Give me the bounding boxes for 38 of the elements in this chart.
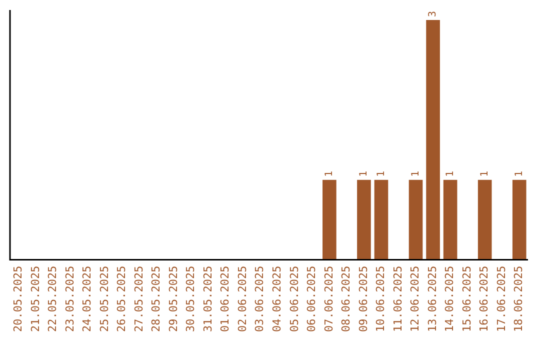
x-tick-label: 03.06.2025: [253, 266, 266, 332]
x-tick-label: 13.06.2025: [426, 266, 439, 332]
x-tick-label: 17.06.2025: [494, 266, 508, 332]
x-tick-label: 08.06.2025: [340, 266, 353, 332]
x-tick-label: 22.05.2025: [46, 266, 60, 332]
x-tick-label: 18.06.2025: [512, 266, 526, 332]
data-label: 1: [479, 170, 490, 177]
data-label: 1: [358, 170, 370, 177]
data-label: 1: [376, 170, 387, 177]
x-tick-label: 11.06.2025: [391, 266, 404, 332]
x-tick-label: 28.05.2025: [150, 266, 163, 332]
x-tick-label: 05.06.2025: [288, 266, 301, 332]
x-tick-label: 01.06.2025: [218, 266, 232, 332]
x-tick-label: 23.05.2025: [63, 266, 76, 332]
x-tick-label: 15.06.2025: [460, 266, 474, 332]
x-tick-label: 07.06.2025: [322, 266, 336, 332]
x-tick-label: 31.05.2025: [201, 266, 214, 332]
x-tick-label: 14.06.2025: [443, 266, 456, 332]
data-label: 1: [410, 170, 422, 177]
x-tick-label: 12.06.2025: [408, 266, 422, 332]
x-tick-label: 26.05.2025: [115, 266, 128, 332]
x-tick-label: 09.06.2025: [356, 266, 370, 332]
x-tick-label: 04.06.2025: [270, 266, 284, 332]
x-tick-label: 16.06.2025: [478, 266, 491, 332]
x-tick-label: 06.06.2025: [305, 266, 318, 332]
x-tick-label: 02.06.2025: [236, 266, 249, 332]
x-tick-label: 29.05.2025: [166, 266, 180, 332]
data-label: 1: [514, 170, 525, 177]
data-label: 3: [428, 10, 439, 17]
x-tick-label: 30.05.2025: [184, 266, 198, 332]
data-label: 1: [444, 170, 456, 177]
x-tick-label: 25.05.2025: [98, 266, 111, 332]
x-tick-label: 20.05.2025: [11, 266, 24, 332]
x-tick-label: 27.05.2025: [132, 266, 146, 332]
x-tick-label: 24.05.2025: [80, 266, 94, 332]
data-label: 1: [324, 170, 336, 177]
x-tick-label: 21.05.2025: [28, 266, 42, 332]
x-tick-label: 10.06.2025: [374, 266, 388, 332]
